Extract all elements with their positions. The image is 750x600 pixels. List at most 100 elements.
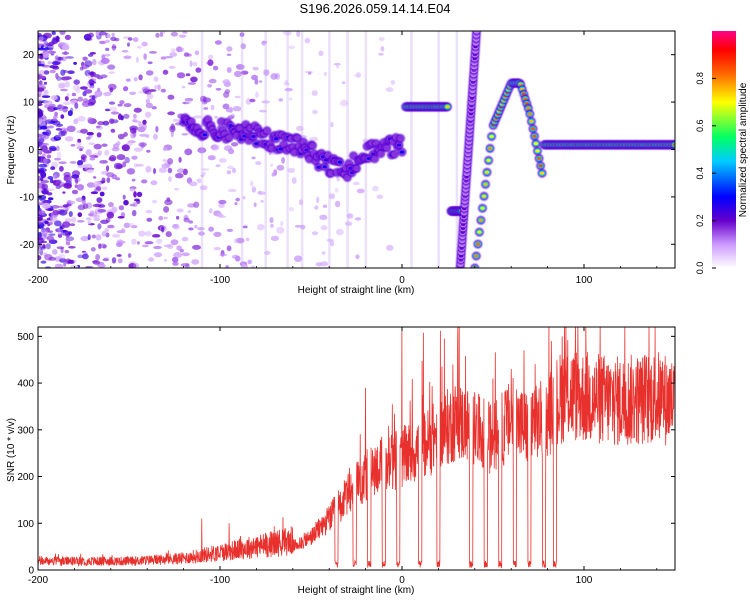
- noise-speck: [105, 165, 110, 172]
- ridge-mid: [397, 135, 404, 142]
- snr-xlabel: Height of straight line (km): [298, 585, 415, 596]
- cb-tick-label: 0.6: [695, 120, 705, 133]
- ridge-mid: [324, 152, 331, 159]
- noise-speck: [187, 82, 196, 85]
- noise-speck: [57, 228, 64, 236]
- ridge-core: [483, 182, 488, 186]
- noise-speck: [390, 80, 396, 85]
- noise-speck: [153, 168, 156, 174]
- noise-speck: [95, 31, 100, 37]
- snr-xtick-label: -200: [28, 575, 48, 586]
- noise-speck: [38, 43, 44, 46]
- noise-speck: [133, 147, 143, 152]
- noise-speck: [48, 233, 56, 236]
- noise-speck: [376, 194, 384, 200]
- snr-marks: [38, 327, 675, 569]
- noise-speck: [41, 115, 47, 122]
- noise-speck: [106, 211, 114, 219]
- noise-speck: [355, 254, 360, 260]
- ridge-core: [530, 127, 536, 131]
- ridge-core: [477, 230, 482, 234]
- noise-speck: [257, 190, 262, 195]
- ridge-core: [487, 146, 493, 150]
- noise-speck: [318, 50, 324, 57]
- noise-speck: [202, 171, 207, 175]
- noise-speck: [124, 156, 130, 164]
- noise-speck: [214, 40, 222, 45]
- noise-speck: [117, 103, 123, 107]
- noise-speck: [40, 177, 44, 182]
- noise-speck: [330, 121, 334, 128]
- noise-speck: [92, 176, 97, 179]
- colorbar-gradient: [712, 31, 736, 268]
- noise-speck: [164, 199, 173, 206]
- noise-speck: [214, 115, 218, 119]
- noise-speck: [378, 37, 385, 42]
- noise-speck: [190, 76, 198, 83]
- noise-speck: [145, 98, 150, 104]
- noise-speck: [80, 86, 88, 90]
- noise-speck: [167, 167, 173, 174]
- noise-speck: [38, 149, 43, 155]
- noise-speck: [38, 255, 42, 261]
- ridge-core: [474, 254, 479, 258]
- noise-speck: [215, 164, 221, 168]
- noise-speck: [65, 56, 74, 59]
- snr-axes: -200 -100 0 100 0 100 200 300 400 500: [17, 326, 676, 586]
- noise-speck: [40, 246, 46, 250]
- noise-speck: [155, 32, 160, 38]
- noise-speck: [320, 225, 328, 231]
- noise-speck: [251, 186, 257, 193]
- noise-speck: [77, 160, 83, 166]
- noise-speck: [92, 214, 101, 219]
- noise-speck: [287, 167, 296, 174]
- noise-speck: [60, 114, 65, 119]
- noise-speck: [95, 234, 102, 241]
- ridge-mid: [306, 156, 313, 162]
- noise-speck: [52, 209, 59, 216]
- noise-speck: [55, 263, 59, 268]
- noise-speck: [121, 144, 130, 152]
- noise-speck: [261, 100, 271, 104]
- noise-speck: [104, 149, 110, 156]
- noise-speck: [207, 83, 213, 88]
- hm-xtick-label: 0: [399, 275, 405, 286]
- noise-speck: [42, 51, 50, 59]
- noise-speck: [189, 181, 198, 187]
- noise-speck: [252, 66, 259, 71]
- noise-speck: [215, 87, 222, 91]
- ridge-arch: [470, 78, 547, 268]
- noise-speck: [162, 31, 166, 34]
- noise-speck: [193, 115, 203, 119]
- snr-ytick-label: 200: [17, 472, 34, 483]
- noise-speck: [117, 133, 125, 140]
- noise-speck: [170, 130, 174, 138]
- noise-speck: [98, 264, 106, 268]
- noise-speck: [86, 169, 94, 174]
- noise-speck: [45, 119, 54, 125]
- noise-speck: [38, 221, 43, 225]
- noise-speck: [90, 191, 99, 195]
- noise-speck: [114, 37, 120, 42]
- noise-speck: [234, 255, 241, 262]
- noise-speck: [153, 133, 158, 140]
- noise-speck: [112, 233, 121, 238]
- noise-speck: [123, 86, 129, 92]
- noise-speck: [156, 238, 163, 244]
- noise-speck: [38, 119, 46, 126]
- noise-speck: [270, 223, 274, 228]
- noise-speck: [62, 129, 67, 134]
- noise-speckle: [38, 31, 459, 268]
- noise-speck: [76, 141, 82, 147]
- noise-speck: [233, 238, 239, 244]
- noise-speck: [250, 265, 256, 268]
- noise-speck: [323, 71, 327, 77]
- hm-ytick-label: -10: [20, 192, 35, 203]
- noise-speck: [172, 118, 180, 122]
- noise-speck: [56, 124, 61, 128]
- noise-speck: [141, 179, 148, 184]
- noise-speck: [38, 141, 42, 147]
- noise-speck: [163, 216, 168, 220]
- noise-speck: [55, 72, 59, 79]
- noise-speck: [64, 34, 71, 41]
